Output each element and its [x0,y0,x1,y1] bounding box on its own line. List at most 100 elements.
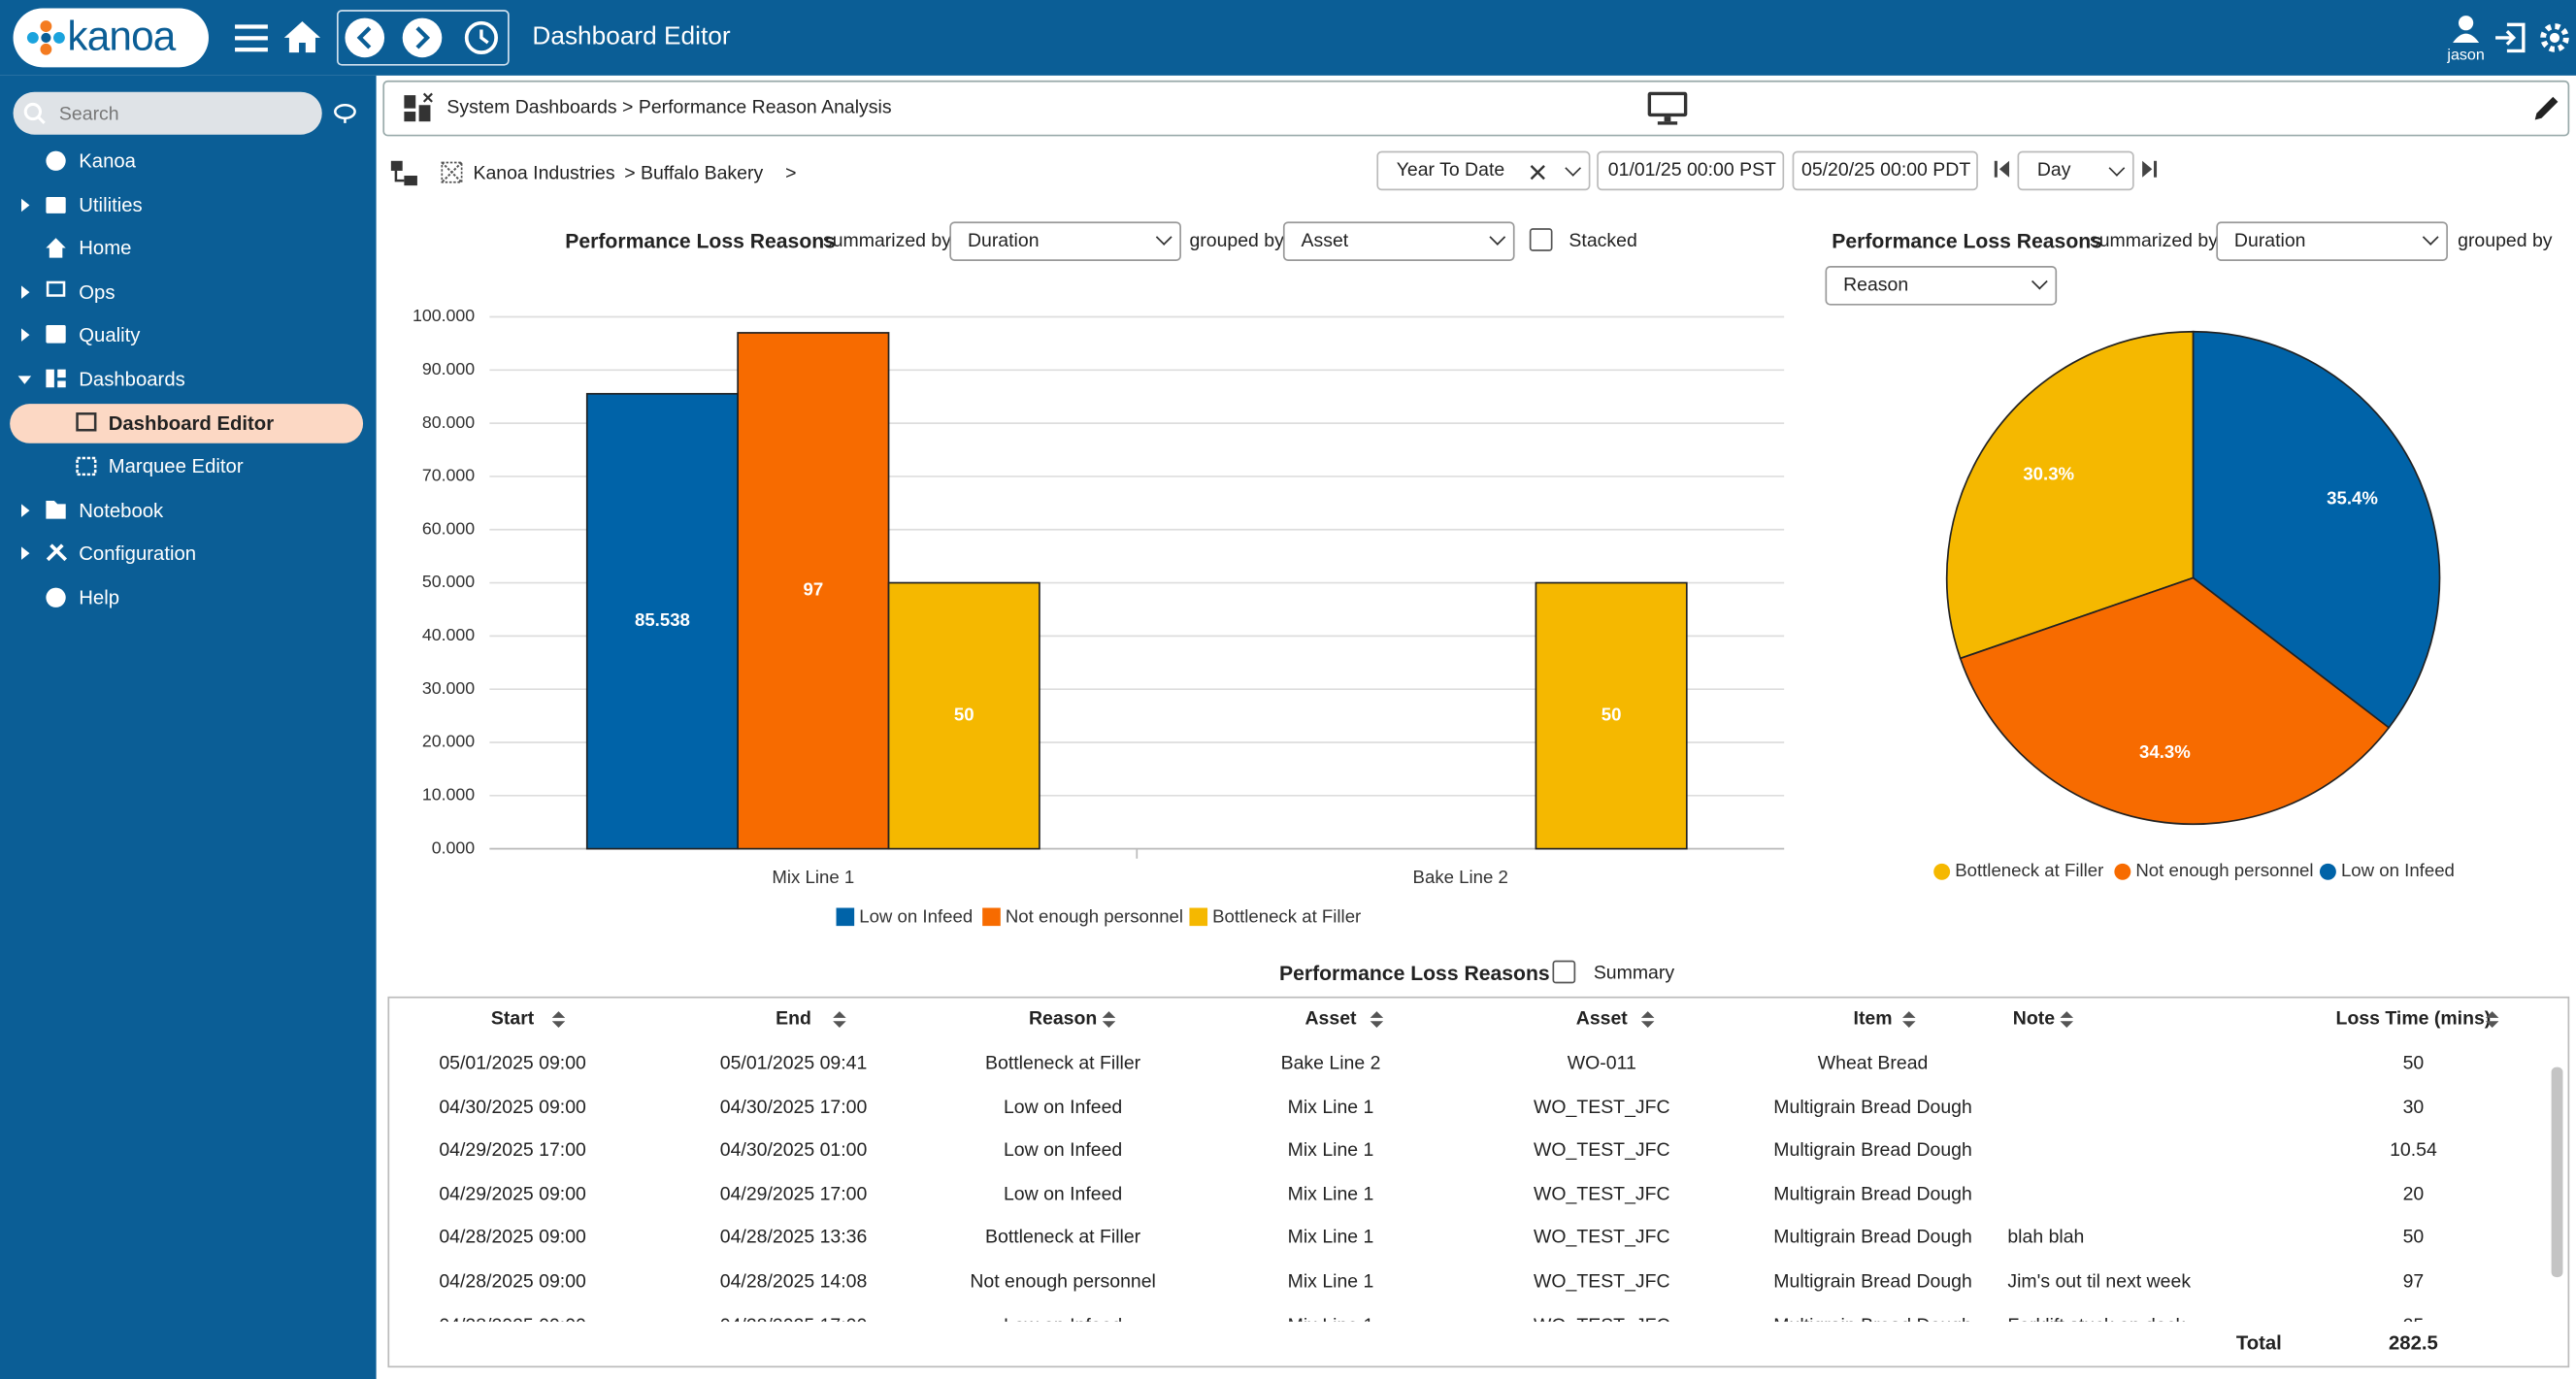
table-cell: blah blah [2007,1229,2084,1248]
total-value: 282.5 [2389,1331,2438,1355]
table-cell: 04/28/2025 13:36 [720,1229,868,1248]
column-header: End [776,1009,811,1029]
data-label: 35.4% [2327,488,2378,509]
data-label: 85.538 [635,609,690,630]
table-cell: WO_TEST_JFC [1534,1185,1670,1204]
table-cell: Not enough personnel [970,1272,1156,1292]
table-cell: Bottleneck at Filler [985,1229,1140,1248]
column-header: Loss Time (mins) [2336,1009,2492,1029]
table-cell: Mix Line 1 [1288,1098,1374,1117]
legend-label: Bottleneck at Filler [1955,860,2103,880]
table-cell: Mix Line 1 [1288,1316,1374,1322]
table-cell: 04/29/2025 09:00 [439,1185,586,1204]
legend-swatch [1933,864,1950,880]
table-body: 05/01/2025 09:00 05/01/2025 09:41 Bottlene… [387,1042,2549,1322]
table-cell: 30 [2403,1098,2425,1117]
table-cell: 05/01/2025 09:41 [720,1054,868,1073]
table-cell: Wheat Bread [1818,1054,1929,1073]
table-cell: Forklift stuck on dock [2007,1316,2185,1322]
table-cell: Multigrain Bread Dough [1773,1141,1972,1161]
table-cell: 04/28/2025 14:08 [720,1272,868,1292]
legend-swatch [2320,864,2336,880]
table-cell: Multigrain Bread Dough [1773,1098,1972,1117]
table-cell: 50 [2403,1054,2425,1073]
column-header: Start [491,1009,534,1029]
table-cell: WO_TEST_JFC [1534,1316,1670,1322]
table-title: Performance Loss Reasons [1279,962,1550,985]
table-cell: 04/28/2025 09:00 [439,1316,586,1322]
x-tick-label: Mix Line 1 [772,867,854,887]
legend-swatch [837,908,855,927]
data-label: 50 [954,705,974,725]
table-cell: Multigrain Bread Dough [1773,1316,1972,1322]
table-cell: 04/28/2025 17:00 [720,1316,868,1322]
table-cell: 97 [2403,1272,2425,1292]
table-cell: WO_TEST_JFC [1534,1141,1670,1161]
table-cell: Mix Line 1 [1288,1185,1374,1204]
legend-swatch [1189,908,1207,927]
table-cell: 04/30/2025 17:00 [720,1098,868,1117]
table-cell: Jim's out til next week [2007,1272,2191,1292]
table-cell: Mix Line 1 [1288,1272,1374,1292]
total-label: Total [2236,1331,2282,1355]
table-cell: Multigrain Bread Dough [1773,1229,1972,1248]
table-cell: WO_TEST_JFC [1534,1229,1670,1248]
table-cell: Multigrain Bread Dough [1773,1272,1972,1292]
table-cell: 20 [2403,1185,2425,1204]
legend-label: Not enough personnel [2135,860,2313,880]
summary-checkbox[interactable] [1553,961,1576,984]
y-tick-label: 0.000 [432,837,476,857]
table-cell: Low on Infeed [1004,1316,1122,1322]
y-tick-label: 80.000 [422,412,475,432]
table-cell: Low on Infeed [1004,1141,1122,1161]
table-cell: WO_TEST_JFC [1534,1098,1670,1117]
summary-label: Summary [1594,964,1674,983]
y-tick-label: 30.000 [422,678,475,698]
scrollbar[interactable] [2552,1067,2563,1278]
table-cell: 04/29/2025 17:00 [720,1185,868,1204]
table-cell: WO-011 [1568,1054,1636,1073]
table-cell: 04/29/2025 17:00 [439,1141,586,1161]
table-cell: Bottleneck at Filler [985,1054,1140,1073]
legend-swatch [2114,864,2130,880]
table-cell: Low on Infeed [1004,1185,1122,1204]
column-header: Asset [1576,1009,1628,1029]
data-label: 97 [803,579,823,600]
legend-label: Low on Infeed [859,906,973,927]
legend-label: Not enough personnel [1006,906,1183,927]
y-tick-label: 70.000 [422,466,475,485]
table-cell: 04/28/2025 09:00 [439,1229,586,1248]
legend-swatch [982,908,1001,927]
y-tick-label: 40.000 [422,625,475,644]
table-cell: Mix Line 1 [1288,1141,1374,1161]
data-label: 34.3% [2139,741,2191,762]
y-tick-label: 90.000 [422,359,475,378]
column-header: Reason [1029,1009,1097,1029]
table-cell: 04/30/2025 09:00 [439,1098,586,1117]
table-cell: Low on Infeed [1004,1098,1122,1117]
data-label: 30.3% [2023,463,2074,483]
table-cell: 50 [2403,1229,2425,1248]
table-cell: 04/30/2025 01:00 [720,1141,868,1161]
x-tick-label: Bake Line 2 [1413,867,1508,887]
table-cell: 04/28/2025 09:00 [439,1272,586,1292]
column-header: Item [1854,1009,1893,1029]
table-cell: 25 [2403,1316,2425,1322]
table-cell: Mix Line 1 [1288,1229,1374,1248]
y-tick-label: 100.000 [413,306,475,325]
y-tick-label: 60.000 [422,518,475,538]
y-tick-label: 10.000 [422,784,475,804]
legend-label: Bottleneck at Filler [1212,906,1361,927]
table-cell: Multigrain Bread Dough [1773,1185,1972,1204]
table-cell: 05/01/2025 09:00 [439,1054,586,1073]
column-header: Asset [1305,1009,1356,1029]
legend-label: Low on Infeed [2341,860,2455,880]
table-cell: Bake Line 2 [1281,1054,1381,1073]
y-tick-label: 50.000 [422,572,475,591]
column-header: Note [2013,1009,2055,1029]
table-cell: WO_TEST_JFC [1534,1272,1670,1292]
y-tick-label: 20.000 [422,732,475,751]
data-label: 50 [1602,705,1622,725]
